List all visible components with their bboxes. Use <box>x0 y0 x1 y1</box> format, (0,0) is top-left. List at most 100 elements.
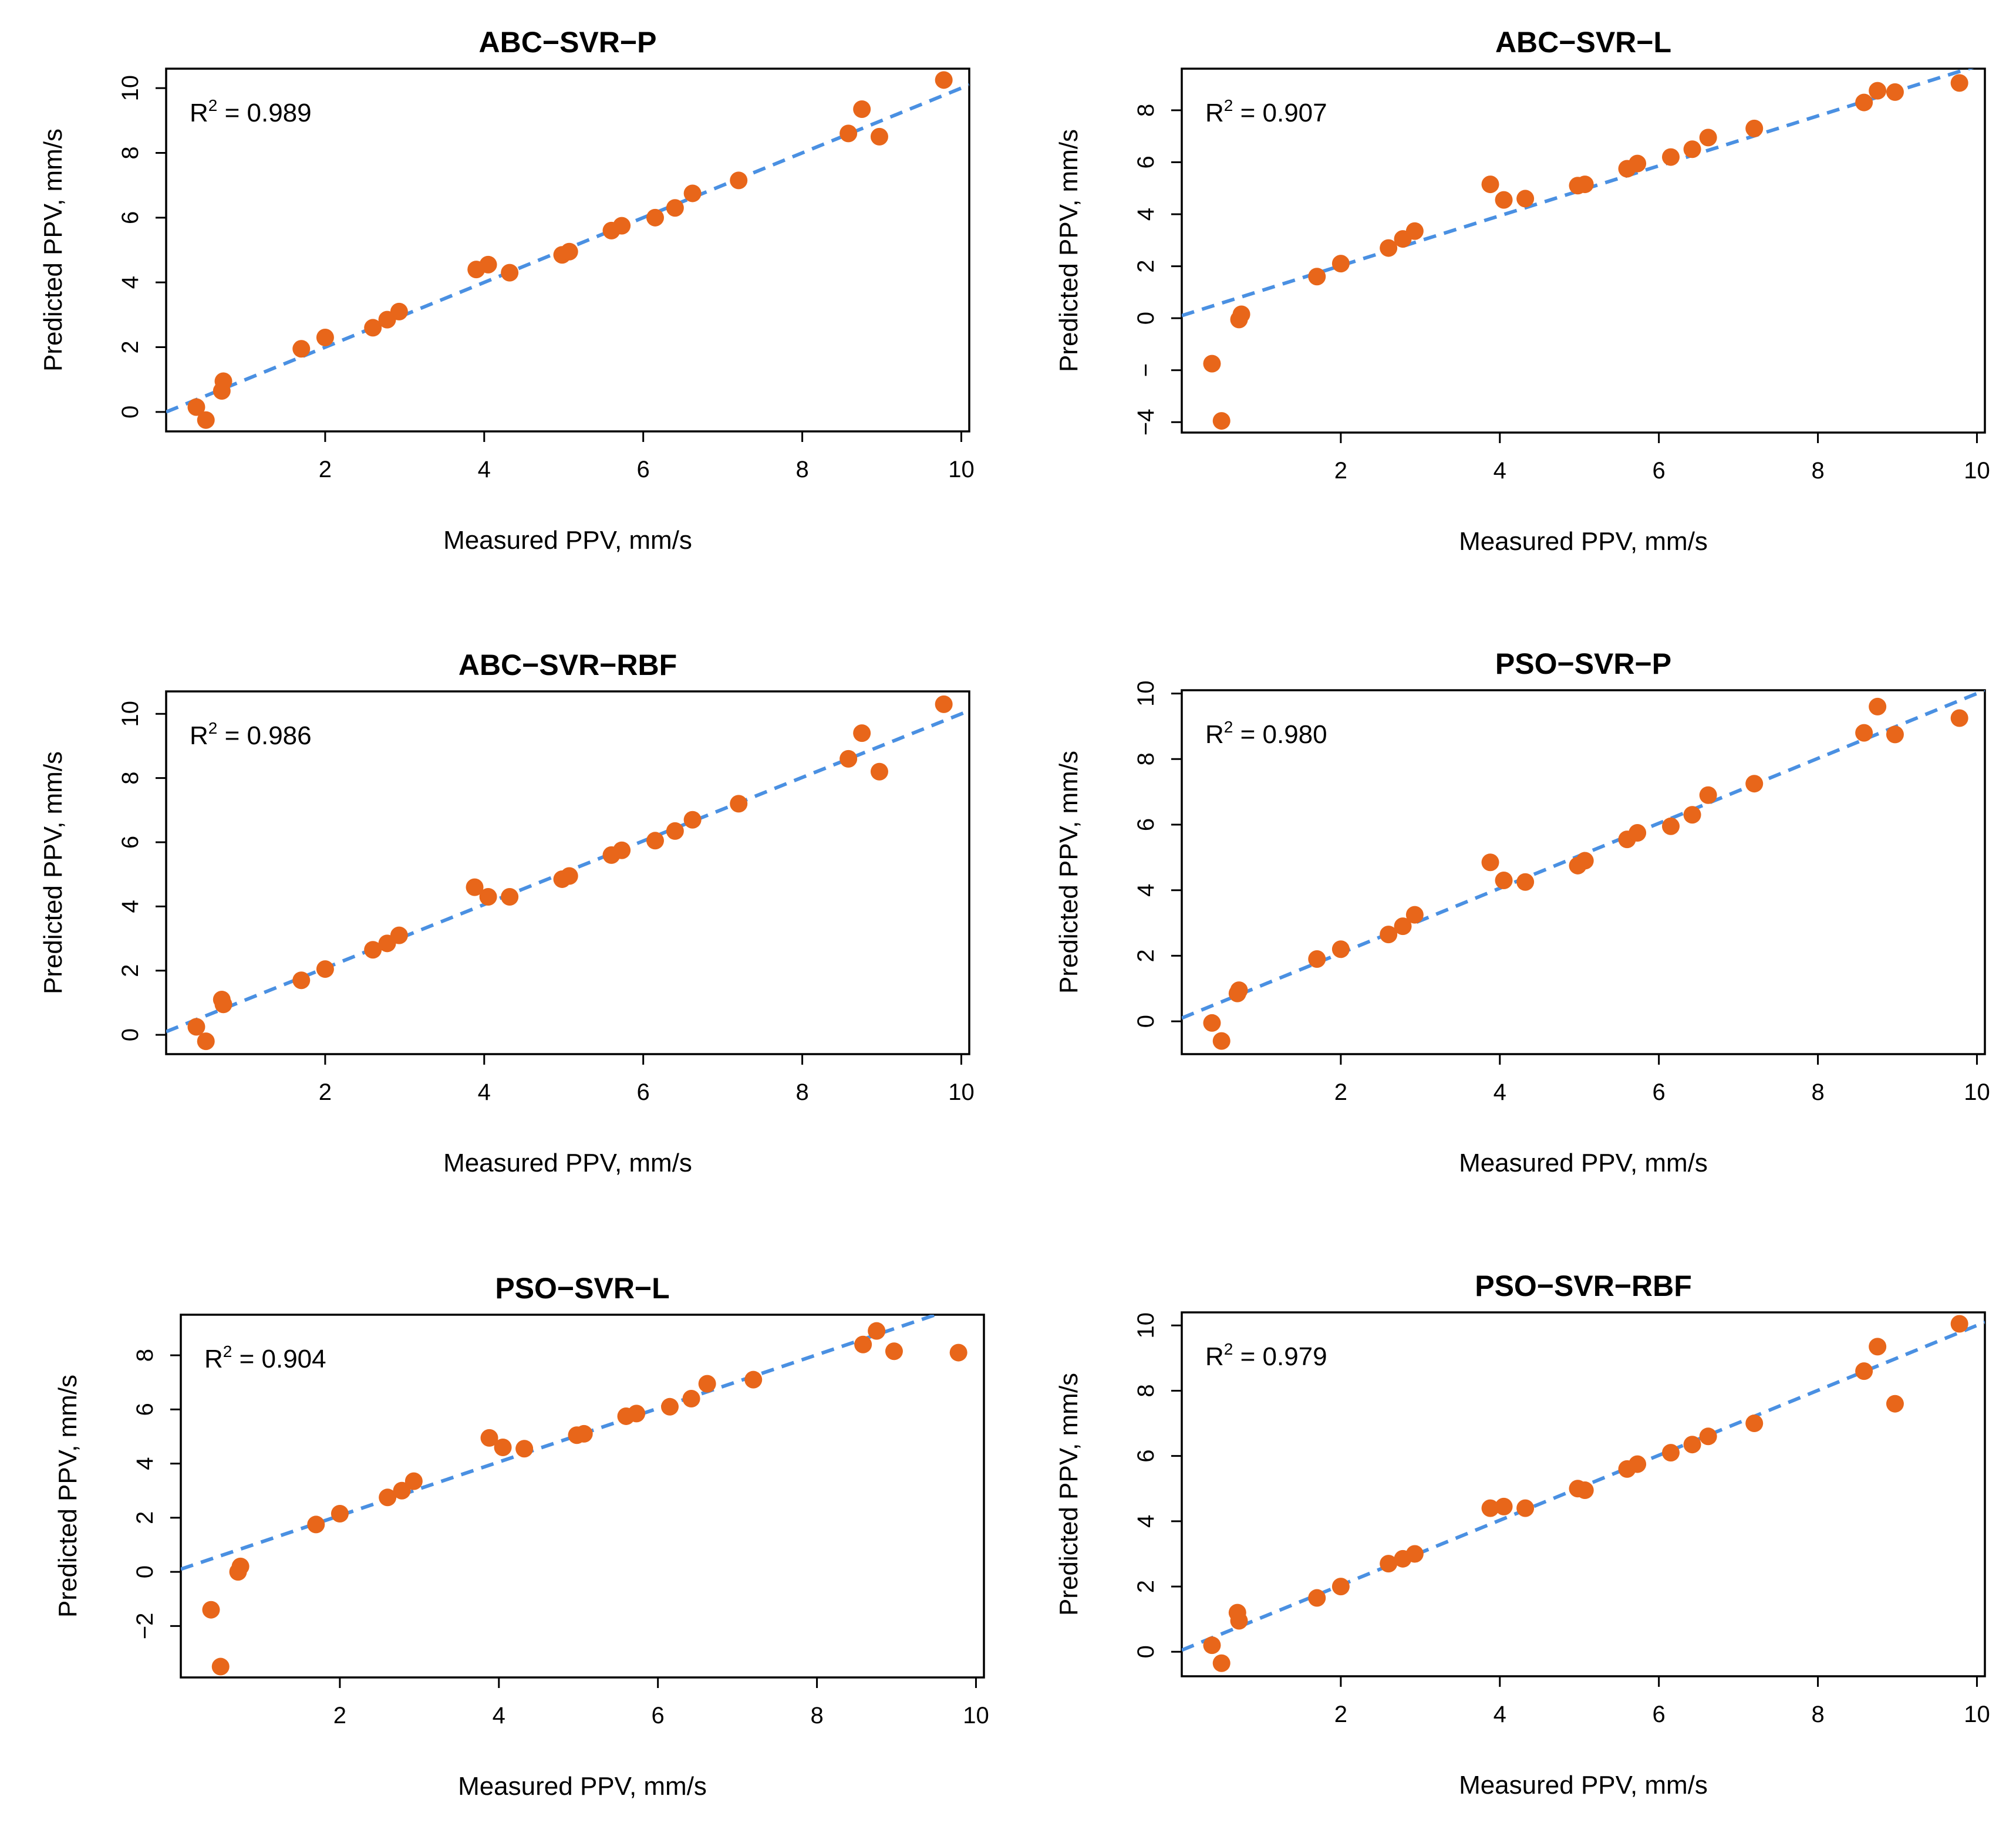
x-axis-label: Measured PPV, mm/s <box>443 526 692 555</box>
x-tick-label: 6 <box>637 457 650 482</box>
data-point <box>1495 871 1513 889</box>
panel-4: PSO−SVR−P 2 4 6 8 10 0 2 4 6 8 10 Measured PPV, mm/s… <box>1054 647 1990 1177</box>
x-tick-label: 8 <box>1811 1079 1824 1105</box>
x-tick-label: 8 <box>795 1079 808 1105</box>
data-point <box>187 1018 205 1036</box>
data-point <box>202 1601 220 1619</box>
y-tick-label: 6 <box>1133 818 1159 831</box>
y-axis-label: Predicted PPV, mm/s <box>1054 129 1083 372</box>
data-point <box>1405 906 1424 924</box>
y-tick-label: 4 <box>1133 884 1159 897</box>
x-tick-label: 4 <box>478 457 491 482</box>
data-point <box>1516 873 1535 891</box>
data-point <box>840 124 858 143</box>
data-point <box>1869 82 1887 100</box>
data-point <box>1886 1395 1904 1413</box>
data-point <box>1232 305 1250 323</box>
data-point <box>1212 1654 1230 1672</box>
x-tick-label: 2 <box>1334 1702 1347 1727</box>
panel-1: ABC−SVR−P 2 4 6 8 10 0 2 4 6 8 10 Measured PPV, mm/s… <box>39 26 975 555</box>
data-point <box>870 127 888 146</box>
x-tick-label: 10 <box>948 457 975 482</box>
data-point <box>935 695 953 713</box>
y-tick-label: 6 <box>1133 1450 1159 1463</box>
x-tick-label: 8 <box>810 1703 823 1729</box>
x-tick-label: 10 <box>963 1703 989 1729</box>
data-point <box>1203 355 1221 373</box>
x-tick-label: 4 <box>1494 458 1506 484</box>
data-point <box>1308 268 1326 286</box>
y-tick-label: 8 <box>1133 104 1159 117</box>
data-point <box>1576 852 1594 870</box>
data-point <box>1629 1455 1647 1473</box>
y-tick-label: 0 <box>117 406 143 418</box>
x-axis-label: Measured PPV, mm/s <box>1459 527 1708 556</box>
x-tick-label: 2 <box>333 1703 346 1729</box>
data-point <box>1886 725 1904 744</box>
data-point <box>1331 1578 1350 1596</box>
data-point <box>501 888 519 906</box>
x-tick-label: 10 <box>948 1079 975 1105</box>
chart-title: ABC−SVR−L <box>1495 26 1671 59</box>
x-axis-label: Measured PPV, mm/s <box>443 1149 692 1177</box>
data-point <box>730 171 748 190</box>
data-point <box>214 995 232 1014</box>
data-point <box>479 255 497 274</box>
data-point <box>840 750 858 768</box>
x-tick-label: 10 <box>1964 1079 1990 1105</box>
data-point <box>853 100 871 118</box>
data-point <box>364 319 382 337</box>
data-point <box>1745 119 1764 137</box>
data-point <box>1380 1555 1398 1573</box>
data-point <box>316 960 334 978</box>
x-axis-label: Measured PPV, mm/s <box>1459 1771 1708 1800</box>
data-point <box>660 1397 679 1416</box>
data-point <box>744 1370 763 1389</box>
data-point <box>1869 1338 1887 1356</box>
y-tick-label: 2 <box>1133 1580 1159 1593</box>
panel-5: PSO−SVR−L 2 4 6 8 10 −2 0 2 4 6 8 Measured PPV, mm/s… <box>53 1272 989 1801</box>
x-tick-label: 4 <box>493 1703 505 1729</box>
data-point <box>1495 191 1513 209</box>
panel-2: ABC−SVR−L 2 4 6 8 10 −4 − 0 2 4 6 8 Measured PPV, mm/… <box>1054 26 1990 556</box>
data-point <box>1745 1414 1764 1433</box>
x-tick-label: 2 <box>319 1079 332 1105</box>
x-axis-label: Measured PPV, mm/s <box>458 1772 707 1801</box>
panel-6: PSO−SVR−RBF 2 4 6 8 10 0 2 4 6 8 10 Measured PPV, mm… <box>1054 1270 1990 1800</box>
data-point <box>885 1342 903 1361</box>
chart-title: ABC−SVR−P <box>479 26 657 59</box>
x-tick-label: 2 <box>1334 458 1347 484</box>
y-tick-label: 8 <box>1133 1384 1159 1397</box>
data-point <box>683 811 702 829</box>
data-point <box>1683 140 1701 158</box>
x-tick-label: 6 <box>1653 1702 1666 1727</box>
data-point <box>379 1488 397 1507</box>
y-tick-label: 2 <box>1133 949 1159 962</box>
data-point <box>1661 1444 1680 1462</box>
y-axis-label: Predicted PPV, mm/s <box>1054 1373 1083 1616</box>
y-tick-label: 6 <box>132 1403 158 1416</box>
data-point <box>1380 926 1398 944</box>
y-tick-label: 2 <box>117 964 143 977</box>
data-point <box>560 242 578 261</box>
x-tick-label: 8 <box>1811 458 1824 484</box>
data-point <box>1950 1315 1968 1333</box>
x-tick-label: 6 <box>637 1079 650 1105</box>
data-point <box>682 1389 700 1407</box>
fit-line <box>1182 69 1974 318</box>
data-point <box>292 340 311 358</box>
r-squared-label: R2 = 0.979 <box>1205 1340 1327 1371</box>
data-point <box>1230 1612 1248 1630</box>
data-point <box>501 264 519 282</box>
data-point <box>494 1438 512 1456</box>
y-tick-label: 0 <box>1133 312 1159 325</box>
data-point <box>1212 412 1230 430</box>
data-point <box>646 208 664 227</box>
data-point <box>1331 940 1350 958</box>
x-tick-label: 6 <box>1653 458 1666 484</box>
data-point <box>231 1557 250 1575</box>
y-tick-label: 2 <box>132 1511 158 1524</box>
x-axis-label: Measured PPV, mm/s <box>1459 1149 1708 1177</box>
data-point <box>1308 950 1326 968</box>
data-point <box>870 762 888 781</box>
